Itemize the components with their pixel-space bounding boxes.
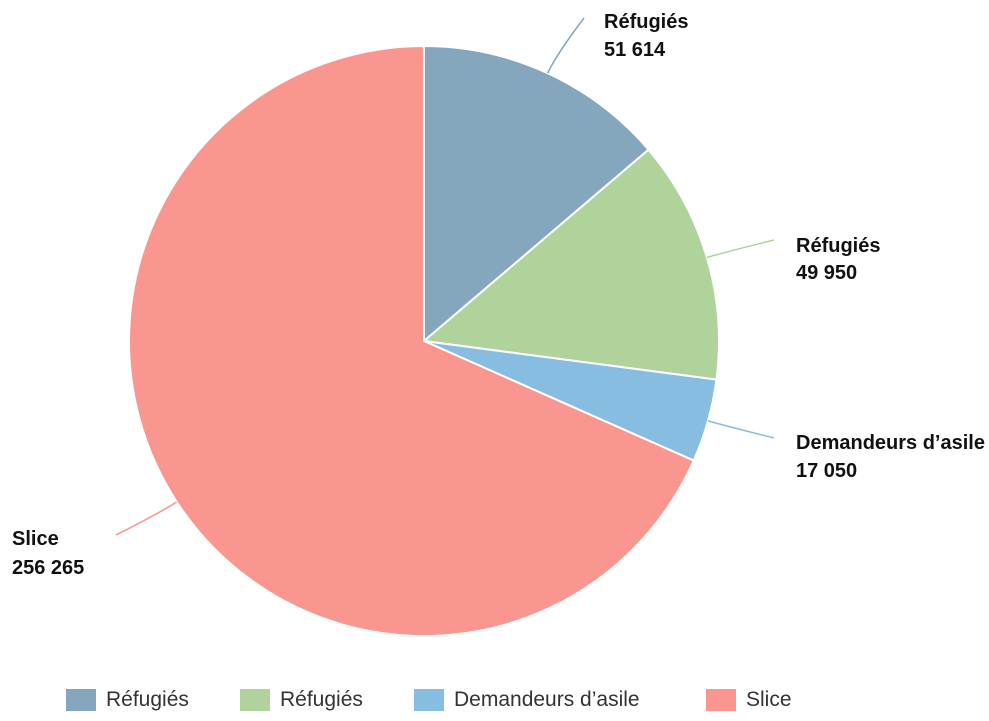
legend-swatch-0: [66, 689, 96, 711]
legend-label-2: Demandeurs d’asile: [454, 688, 640, 711]
leader-line-2: [707, 420, 775, 439]
legend-label-1: Réfugiés: [280, 688, 363, 711]
legend-item-2[interactable]: Demandeurs d’asile: [414, 688, 640, 712]
slice-label-value-1: 49 950: [796, 262, 857, 284]
pie-chart: Réfugiés 51 614 Réfugiés 49 950 Demandeu…: [12, 11, 985, 637]
slice-label-name-3: Slice: [12, 528, 59, 550]
slice-label-value-2: 17 050: [796, 460, 857, 482]
leader-line-3: [115, 501, 178, 536]
legend-swatch-2: [414, 689, 444, 711]
legend-swatch-3: [706, 689, 736, 711]
legend-label-0: Réfugiés: [106, 688, 189, 711]
slice-labels: Réfugiés 51 614 Réfugiés 49 950 Demandeu…: [12, 11, 985, 579]
slice-label-value-0: 51 614: [604, 39, 666, 61]
slice-label-name-2: Demandeurs d’asile: [796, 432, 985, 454]
legend-item-0[interactable]: Réfugiés: [66, 688, 189, 712]
pie-slices: [128, 44, 720, 637]
slice-label-name-1: Réfugiés: [796, 235, 880, 257]
legend-swatch-1: [240, 689, 270, 711]
chart-legend: Réfugiés Réfugiés Demandeurs d’asile Sli…: [0, 688, 989, 720]
leader-line-1: [706, 239, 775, 259]
leader-line-0: [547, 17, 585, 74]
slice-label-value-3: 256 265: [12, 557, 84, 579]
leader-lines: [115, 17, 775, 536]
legend-item-3[interactable]: Slice: [706, 688, 792, 712]
legend-item-1[interactable]: Réfugiés: [240, 688, 363, 712]
legend-label-3: Slice: [746, 688, 792, 711]
slice-label-name-0: Réfugiés: [604, 11, 688, 33]
pie-slice-3[interactable]: [128, 44, 696, 637]
